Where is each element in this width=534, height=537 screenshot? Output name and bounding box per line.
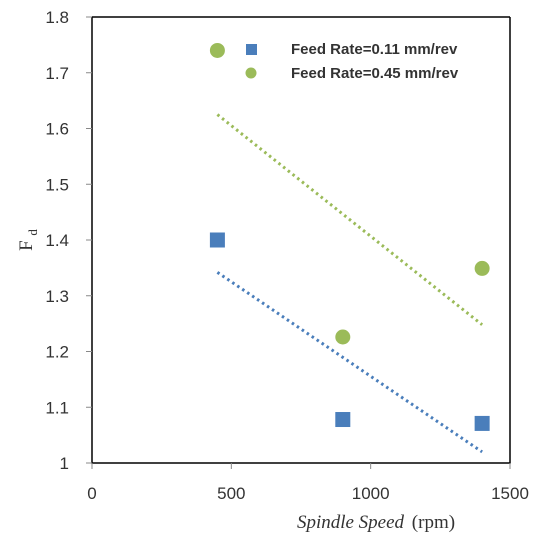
trendlines (216, 113, 484, 454)
data-point-series-2 (335, 329, 351, 345)
trendline-series-2 (216, 113, 484, 326)
y-tick-label: 1.5 (45, 175, 69, 194)
y-tick-label: 1.6 (45, 120, 69, 139)
y-axis-title-subscript: d (25, 229, 40, 236)
plot-area (91, 16, 511, 464)
x-axis-title: Spindle Speed (rpm) (297, 512, 455, 533)
x-axis-title-unit: (rpm) (412, 512, 455, 533)
data-point-series-1 (335, 412, 351, 428)
y-tick-label: 1.1 (45, 398, 69, 417)
y-tick-label: 1 (60, 454, 69, 473)
data-point-series-2 (474, 260, 490, 276)
legend-label-series-1: Feed Rate=0.11 mm/rev (291, 41, 458, 58)
data-point-series-1 (474, 415, 490, 431)
y-tick-label: 1.3 (45, 287, 69, 306)
x-axis-ticks: 0 500 1000 1500 (87, 463, 529, 503)
x-tick-label: 1000 (352, 484, 390, 503)
y-tick-label: 1.7 (45, 64, 69, 83)
y-axis-ticks: 1 1.1 1.2 1.3 1.4 1.5 1.6 1.7 1.8 (45, 8, 92, 473)
legend: Feed Rate=0.11 mm/rev Feed Rate=0.45 mm/r… (245, 41, 459, 82)
x-tick-label: 500 (217, 484, 245, 503)
legend-marker-series-1 (246, 44, 257, 55)
data-points (209, 42, 490, 431)
legend-marker-series-2 (245, 67, 257, 79)
x-tick-label: 0 (87, 484, 96, 503)
x-tick-label: 1500 (491, 484, 529, 503)
y-axis-title: F d (16, 229, 40, 251)
y-tick-label: 1.8 (45, 8, 69, 27)
y-tick-label: 1.4 (45, 231, 69, 250)
x-axis-title-main: Spindle Speed (297, 512, 405, 533)
y-tick-label: 1.2 (45, 343, 69, 362)
data-point-series-1 (209, 232, 225, 248)
plot-frame (91, 17, 511, 464)
y-axis-title-main: F (16, 240, 37, 251)
data-point-series-2 (209, 42, 225, 58)
legend-label-series-2: Feed Rate=0.45 mm/rev (291, 65, 459, 82)
